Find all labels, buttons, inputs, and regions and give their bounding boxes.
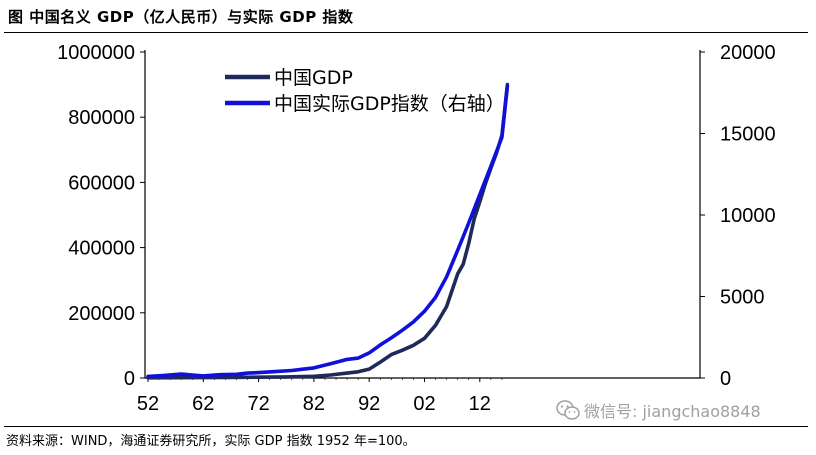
left-tick-label: 0 bbox=[124, 368, 135, 390]
right-tick-label: 10000 bbox=[720, 205, 776, 227]
x-tick-label: 82 bbox=[303, 393, 325, 415]
series-line-real-gdp-index bbox=[146, 84, 510, 379]
left-tick-label: 1000000 bbox=[57, 42, 135, 64]
x-tick-label: 62 bbox=[192, 393, 214, 415]
series-lines bbox=[146, 82, 510, 380]
right-tick-label: 20000 bbox=[720, 42, 776, 64]
title-divider bbox=[4, 32, 808, 33]
x-tick-label: 92 bbox=[358, 393, 380, 415]
left-tick-label: 400000 bbox=[68, 238, 135, 260]
wechat-icon bbox=[556, 400, 580, 420]
watermark-text: 微信号: jiangchao8848 bbox=[584, 402, 761, 421]
x-tick-label: 02 bbox=[413, 393, 435, 415]
right-tick-label: 5000 bbox=[720, 287, 765, 309]
right-tick-label: 15000 bbox=[720, 124, 776, 146]
watermark: 微信号: jiangchao8848 bbox=[556, 398, 761, 422]
left-tick-label: 800000 bbox=[68, 107, 135, 129]
x-tick-label: 12 bbox=[469, 393, 491, 415]
series-line-gdp bbox=[146, 82, 510, 380]
right-tick-label: 0 bbox=[720, 368, 731, 390]
legend-label-gdp: 中国GDP bbox=[274, 67, 353, 89]
legend-label-real-gdp-index: 中国实际GDP指数（右轴） bbox=[274, 93, 505, 115]
x-tick-label: 72 bbox=[247, 393, 269, 415]
legend: 中国GDP 中国实际GDP指数（右轴） bbox=[225, 67, 505, 115]
left-tick-label: 600000 bbox=[68, 172, 135, 194]
axes: 0 200000 400000 600000 800000 1000000 0 5000 100… bbox=[57, 42, 776, 415]
source-divider bbox=[4, 426, 808, 427]
chart-title: 图 中国名义 GDP（亿人民币）与实际 GDP 指数 bbox=[8, 8, 354, 26]
x-tick-label: 52 bbox=[137, 393, 159, 415]
left-tick-label: 200000 bbox=[68, 303, 135, 325]
source-note: 资料来源：WIND，海通证券研究所，实际 GDP 指数 1952 年=100。 bbox=[6, 434, 416, 449]
